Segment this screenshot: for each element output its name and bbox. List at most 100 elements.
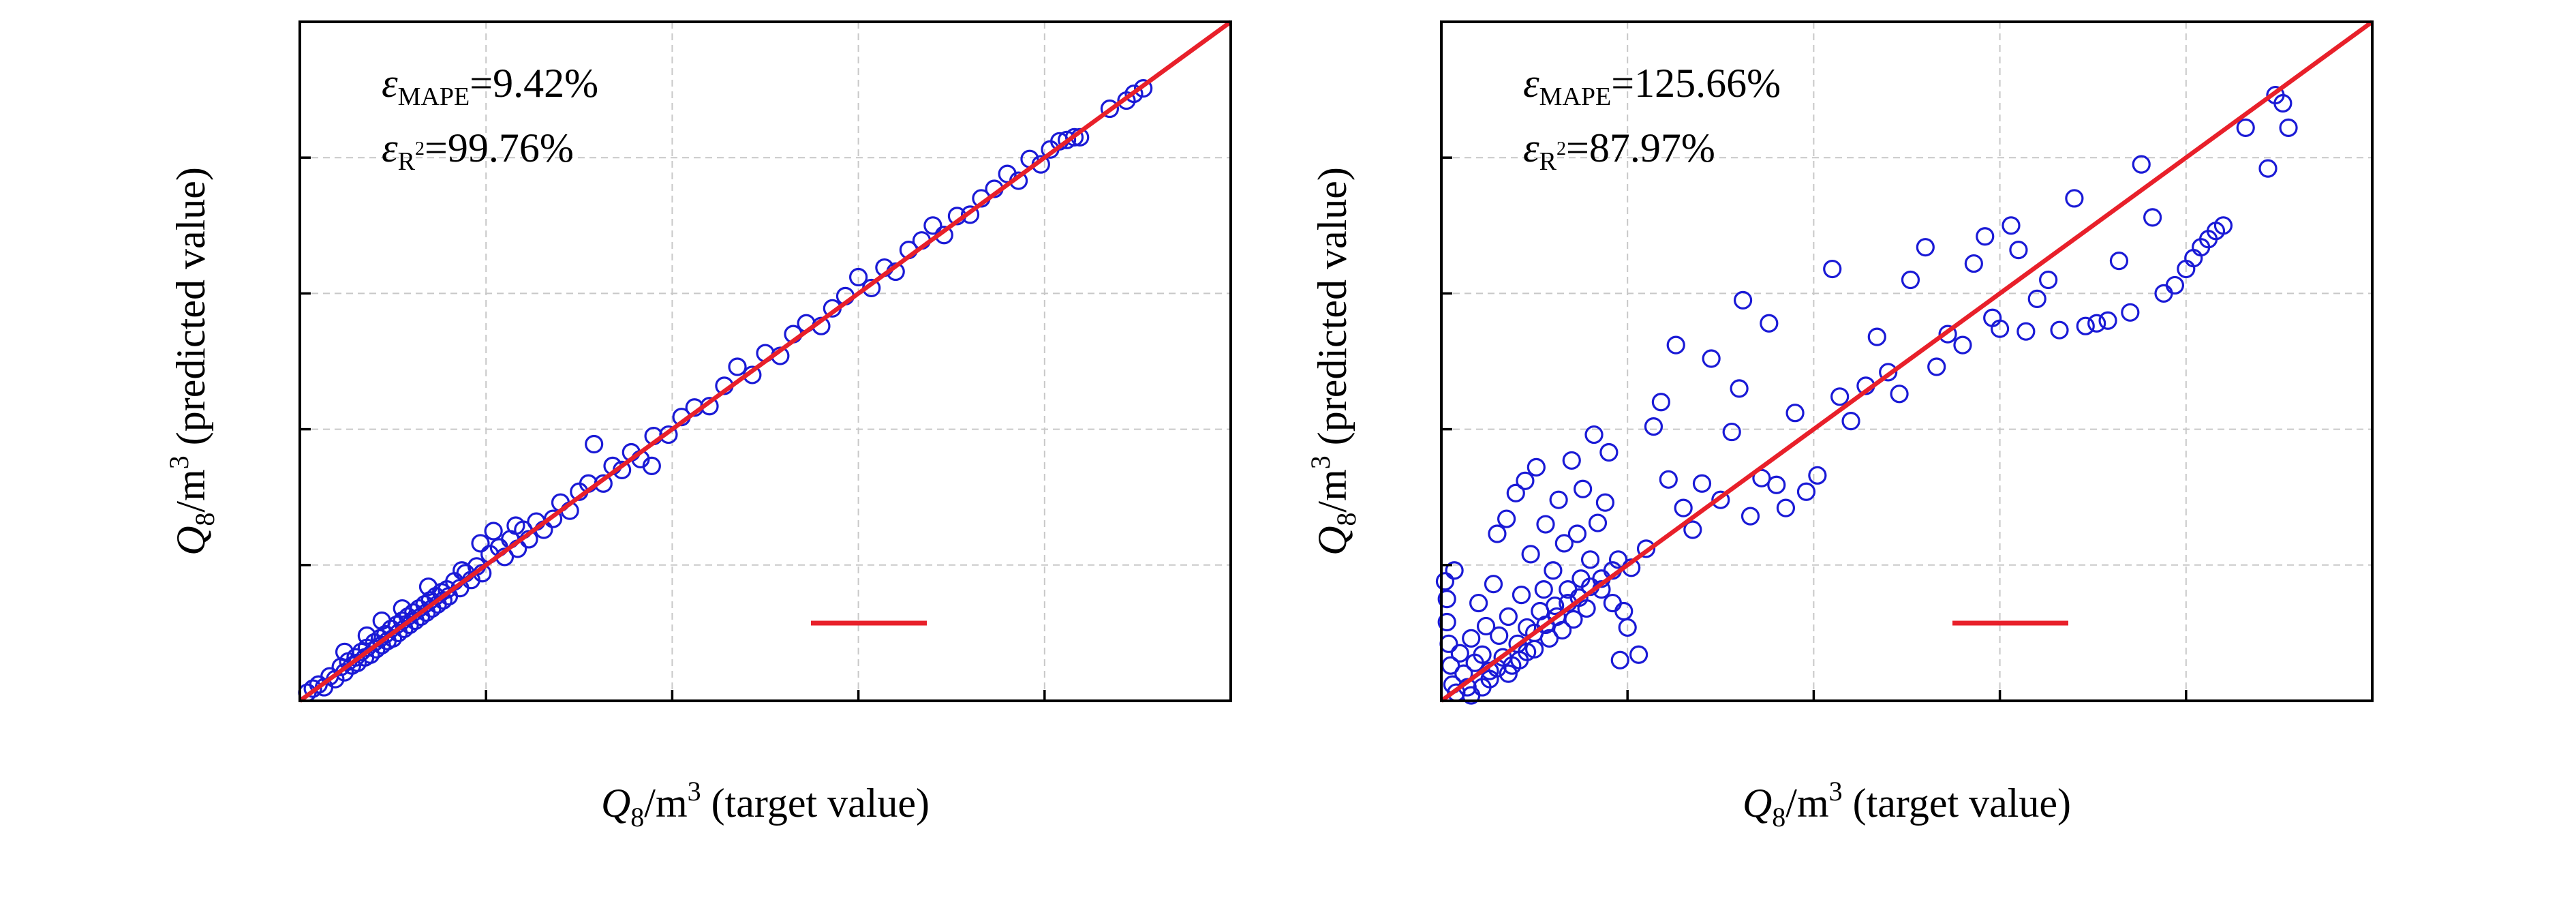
metric-value: =9.42% xyxy=(470,61,598,106)
exact-line xyxy=(1440,20,2374,703)
scatter-point xyxy=(1476,616,1496,636)
scatter-point xyxy=(1938,325,1957,344)
metric-symbol: ε xyxy=(382,125,398,170)
scatter-point xyxy=(1490,626,1509,645)
scatter-point xyxy=(1702,349,1721,368)
metric-annotation: εMAPE=125.66% xyxy=(1523,61,1781,111)
scatter-point xyxy=(1584,425,1604,445)
scatter-point xyxy=(1683,520,1702,539)
metric-annotation: εMAPE=9.42% xyxy=(382,61,598,111)
metric-value: =99.76% xyxy=(425,125,574,170)
scatter-point xyxy=(1741,507,1760,526)
y-axis-label-superscript: 3 xyxy=(1305,455,1336,469)
scatter-point xyxy=(1629,645,1649,664)
scatter-point xyxy=(1599,442,1619,462)
scatter-point xyxy=(1546,596,1565,616)
metric-annotation: εR2=99.76% xyxy=(382,125,574,176)
scatter-point xyxy=(2213,216,2233,235)
scatter-point xyxy=(1711,490,1730,509)
scatter-point xyxy=(2039,270,2058,290)
scatter-point xyxy=(1636,539,1656,558)
scatter-point xyxy=(960,205,980,224)
scatter-point xyxy=(1488,524,1507,543)
y-axis-label-symbol: Q xyxy=(1310,526,1355,556)
scatter-point xyxy=(471,534,490,553)
scatter-point xyxy=(2087,314,2106,333)
scatter-point xyxy=(1991,319,2010,338)
scatter-point xyxy=(1964,254,1983,273)
scatter-point xyxy=(1580,550,1600,569)
scatter-point xyxy=(1808,466,1827,485)
scatter-point xyxy=(2009,241,2028,260)
scatter-point xyxy=(1722,422,1741,442)
scatter-point xyxy=(1867,327,1886,346)
scatter-point xyxy=(1445,561,1464,580)
scatter-point xyxy=(1890,385,1909,404)
metric-subscript: MAPE xyxy=(398,82,470,111)
scatter-point xyxy=(1554,534,1574,553)
scatter-point xyxy=(484,522,503,541)
scatter-point xyxy=(1064,127,1084,147)
metric-superscript: 2 xyxy=(1557,138,1566,160)
scatter-point xyxy=(1674,498,1693,517)
scatter-point xyxy=(1484,575,1503,594)
plot-frame xyxy=(298,20,1232,702)
scatter-point xyxy=(1796,482,1816,501)
scatter-point xyxy=(1767,475,1786,494)
y-axis-label-unit: /m xyxy=(1310,469,1355,512)
scatter-point xyxy=(1666,335,1685,355)
scatter-point xyxy=(1776,498,1796,517)
scatter-point xyxy=(2027,289,2046,308)
scatter-point xyxy=(1100,99,1120,119)
scatter-point xyxy=(453,561,472,580)
scatter-point xyxy=(2165,275,2185,295)
scatter-point xyxy=(2236,118,2255,137)
y-axis-label-symbol: Q xyxy=(168,526,213,556)
scatter-point xyxy=(506,516,525,535)
scatter-point xyxy=(1549,490,1568,509)
scatter-point xyxy=(1569,588,1589,607)
scatter-point xyxy=(728,357,747,376)
scatter-point xyxy=(1437,612,1456,632)
scatter-point xyxy=(357,626,376,645)
scatter-point xyxy=(1124,84,1144,104)
scatter-point xyxy=(2143,208,2162,227)
scatter-point xyxy=(1473,678,1492,697)
scatter-point xyxy=(1953,335,1972,355)
scatter-point xyxy=(1644,417,1663,436)
y-axis-label-text: (predicted value) xyxy=(1310,167,1355,455)
scatter-point xyxy=(1595,493,1615,512)
scatter-point xyxy=(1547,607,1566,627)
metric-symbol: ε xyxy=(1523,61,1539,106)
x-axis-label-subscript: 8 xyxy=(1772,802,1785,832)
scatter-point xyxy=(1512,586,1531,605)
x-axis-label-text: (target value) xyxy=(701,781,930,826)
scatter-point xyxy=(1976,227,1995,246)
scatter-point xyxy=(1562,451,1581,470)
scatter-point xyxy=(2109,251,2129,271)
scatter-point xyxy=(923,216,942,235)
plot-frame xyxy=(1440,20,2374,702)
scatter-point xyxy=(1574,479,1593,498)
panel-mgn: Q8/m3 (target value)Q8/m3 (predicted val… xyxy=(1305,20,2374,832)
metric-subscript: R xyxy=(1539,147,1557,176)
scatter-point xyxy=(1516,471,1535,490)
panel-msdgnn: Q8/m3 (target value)Q8/m3 (predicted val… xyxy=(164,20,1232,832)
scatter-point xyxy=(2002,216,2021,235)
y-axis-label: Q8/m3 (predicted value) xyxy=(1305,167,1362,556)
scatter-point xyxy=(1785,404,1805,423)
scatter-point xyxy=(1497,509,1516,528)
scatter-point xyxy=(1614,601,1634,621)
scatter-point xyxy=(1823,259,1842,279)
y-axis-label: Q8/m3 (predicted value) xyxy=(164,167,220,556)
scatter-point xyxy=(585,434,604,454)
scatter-point xyxy=(1733,290,1753,310)
y-axis-label-subscript: 8 xyxy=(1331,513,1362,526)
scatter-point xyxy=(1901,270,1920,290)
scatter-point xyxy=(1841,412,1860,431)
scatter-point xyxy=(1473,645,1492,664)
scatter-point xyxy=(303,679,322,698)
x-axis-label-subscript: 8 xyxy=(630,802,644,832)
scatter-point xyxy=(335,642,354,661)
scatter-point xyxy=(372,611,391,631)
